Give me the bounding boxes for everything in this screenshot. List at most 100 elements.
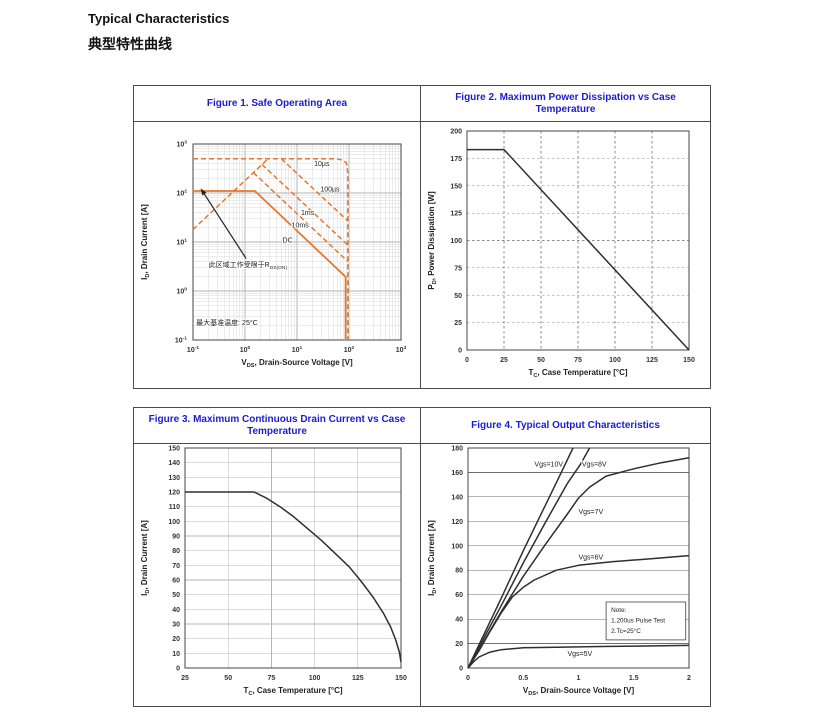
svg-text:130: 130 xyxy=(168,475,180,482)
svg-text:120: 120 xyxy=(451,519,463,526)
svg-text:150: 150 xyxy=(683,357,695,364)
svg-text:50: 50 xyxy=(172,592,180,599)
svg-text:50: 50 xyxy=(224,675,232,682)
svg-text:90: 90 xyxy=(172,534,180,541)
svg-text:2: 2 xyxy=(687,675,691,682)
svg-text:140: 140 xyxy=(451,494,463,501)
svg-text:Vgs=6V: Vgs=6V xyxy=(579,554,604,561)
svg-text:150: 150 xyxy=(395,675,407,682)
svg-text:60: 60 xyxy=(455,592,463,599)
svg-text:175: 175 xyxy=(450,156,462,163)
svg-text:125: 125 xyxy=(352,675,364,682)
figure3-title: Figure 3. Maximum Continuous Drain Curre… xyxy=(134,408,421,444)
svg-text:0: 0 xyxy=(466,675,470,682)
figure-table-bottom: Figure 3. Maximum Continuous Drain Curre… xyxy=(133,407,711,707)
svg-text:10-1: 10-1 xyxy=(175,336,187,345)
svg-text:103: 103 xyxy=(396,345,407,354)
svg-text:200: 200 xyxy=(450,129,462,136)
figure3-drain-current-chart: 25 50 75 100 125 150 0 10 20 30 40 50 60 70 80 90 100 110… xyxy=(140,446,407,698)
svg-text:75: 75 xyxy=(454,265,462,272)
page-title-en: Typical Characteristics xyxy=(88,11,230,26)
svg-text:25: 25 xyxy=(181,675,189,682)
svg-text:160: 160 xyxy=(451,470,463,477)
svg-text:80: 80 xyxy=(172,548,180,555)
figure4-title: Figure 4. Typical Output Characteristics xyxy=(421,408,710,444)
svg-text:100: 100 xyxy=(240,345,251,354)
svg-text:VDS, Drain-Source Voltage [V]: VDS, Drain-Source Voltage [V] xyxy=(241,358,353,369)
svg-text:0: 0 xyxy=(458,348,462,355)
svg-text:103: 103 xyxy=(176,140,187,149)
svg-text:125: 125 xyxy=(646,357,658,364)
svg-text:0.5: 0.5 xyxy=(518,675,528,682)
svg-text:0: 0 xyxy=(459,666,463,673)
svg-text:102: 102 xyxy=(176,189,187,198)
svg-text:DC: DC xyxy=(283,237,293,244)
svg-text:1ms: 1ms xyxy=(301,210,315,217)
svg-text:100µs: 100µs xyxy=(320,186,340,193)
svg-text:60: 60 xyxy=(172,578,180,585)
svg-text:100: 100 xyxy=(168,519,180,526)
figure1-chart-cell: 10-1 100 101 102 103 10-1 100 101 102 103 VDS, Dra… xyxy=(134,122,421,388)
figure1-title: Figure 1. Safe Operating Area xyxy=(134,86,421,122)
svg-text:150: 150 xyxy=(168,446,180,453)
svg-text:0: 0 xyxy=(176,666,180,673)
svg-text:Vgs=10V: Vgs=10V xyxy=(534,461,563,468)
svg-text:最大基准温度: 25°C: 最大基准温度: 25°C xyxy=(196,318,258,327)
svg-text:75: 75 xyxy=(268,675,276,682)
svg-text:10ms: 10ms xyxy=(292,223,310,230)
svg-text:Vgs=7V: Vgs=7V xyxy=(579,509,604,516)
svg-text:25: 25 xyxy=(500,357,508,364)
svg-text:10-1: 10-1 xyxy=(187,345,199,354)
svg-text:100: 100 xyxy=(450,238,462,245)
svg-text:180: 180 xyxy=(451,446,463,453)
svg-text:1.5: 1.5 xyxy=(629,675,639,682)
svg-text:PD, Power Dissipation [W]: PD, Power Dissipation [W] xyxy=(427,191,438,290)
svg-text:30: 30 xyxy=(172,622,180,629)
svg-text:TC, Case Temperature [°C]: TC, Case Temperature [°C] xyxy=(528,368,627,379)
svg-text:101: 101 xyxy=(176,238,187,247)
figure3-chart-cell: 25 50 75 100 125 150 0 10 20 30 40 50 60 70 80 90 100 110… xyxy=(134,444,421,706)
svg-text:101: 101 xyxy=(292,345,303,354)
svg-text:0: 0 xyxy=(465,357,469,364)
figure2-title: Figure 2. Maximum Power Dissipation vs C… xyxy=(421,86,710,122)
svg-text:80: 80 xyxy=(455,568,463,575)
svg-text:125: 125 xyxy=(450,211,462,218)
svg-text:Vgs=8V: Vgs=8V xyxy=(582,461,607,468)
svg-text:120: 120 xyxy=(168,490,180,497)
svg-text:75: 75 xyxy=(574,357,582,364)
svg-text:70: 70 xyxy=(172,563,180,570)
svg-text:1: 1 xyxy=(577,675,581,682)
svg-text:102: 102 xyxy=(344,345,355,354)
figure-table-top: Figure 1. Safe Operating Area Figure 2. … xyxy=(133,85,711,389)
svg-text:Vgs=5V: Vgs=5V xyxy=(567,651,592,658)
svg-text:ID, Drain Current [A]: ID, Drain Current [A] xyxy=(427,520,438,596)
svg-text:150: 150 xyxy=(450,183,462,190)
svg-text:VDS, Drain-Source Voltage [V]: VDS, Drain-Source Voltage [V] xyxy=(523,686,635,697)
svg-text:25: 25 xyxy=(454,320,462,327)
svg-text:ID, Drain Current [A]: ID, Drain Current [A] xyxy=(140,204,151,280)
page-title-zh: 典型特性曲线 xyxy=(88,36,172,52)
svg-text:20: 20 xyxy=(172,636,180,643)
svg-text:50: 50 xyxy=(537,357,545,364)
svg-text:2.Tc=25°C: 2.Tc=25°C xyxy=(611,627,641,635)
figure4-chart-cell: 0 0.5 1 1.5 2 0 20 40 60 80 100 120 140 160 180 VDS, Dr… xyxy=(421,444,710,706)
figure2-power-dissipation-chart: 0 25 50 75 100 125 150 0 25 50 75 100 125 150 175 200 TC… xyxy=(427,129,695,380)
svg-text:100: 100 xyxy=(176,287,187,296)
svg-text:TC, Case Temperature [°C]: TC, Case Temperature [°C] xyxy=(243,686,342,697)
svg-text:140: 140 xyxy=(168,460,180,467)
svg-text:10: 10 xyxy=(172,651,180,658)
svg-text:1.200us Pulse Test: 1.200us Pulse Test xyxy=(611,618,665,625)
svg-text:100: 100 xyxy=(451,543,463,550)
svg-text:40: 40 xyxy=(455,617,463,624)
svg-text:100: 100 xyxy=(309,675,321,682)
figure1-soa-chart: 10-1 100 101 102 103 10-1 100 101 102 103 VDS, Dra… xyxy=(140,140,407,370)
svg-text:20: 20 xyxy=(455,641,463,648)
svg-text:10µs: 10µs xyxy=(314,161,330,168)
svg-text:此区域工作受限于RDS(ON): 此区域工作受限于RDS(ON) xyxy=(209,260,288,271)
svg-text:Note:: Note: xyxy=(611,607,626,614)
svg-text:ID, Drain Current [A]: ID, Drain Current [A] xyxy=(140,520,151,596)
svg-text:40: 40 xyxy=(172,607,180,614)
svg-text:100: 100 xyxy=(609,357,621,364)
svg-text:50: 50 xyxy=(454,293,462,300)
